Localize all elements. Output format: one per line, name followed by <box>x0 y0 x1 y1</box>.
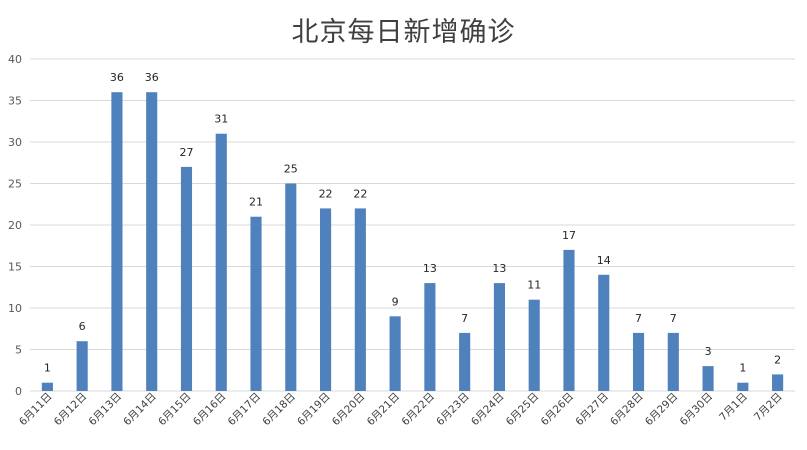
y-tick-label: 20 <box>8 219 22 232</box>
data-label: 9 <box>392 295 399 308</box>
bar <box>76 341 88 391</box>
bar <box>41 382 53 391</box>
bar <box>146 92 158 391</box>
data-label: 7 <box>635 312 642 325</box>
x-category-label: 6月25日 <box>504 391 542 429</box>
bar <box>459 332 471 391</box>
x-category-label: 6月27日 <box>573 391 611 429</box>
x-category-label: 6月17日 <box>226 391 264 429</box>
y-tick-label: 0 <box>15 385 22 398</box>
bar <box>250 216 262 391</box>
x-category-label: 6月30日 <box>678 391 716 429</box>
chart-title: 北京每日新增确诊 <box>291 17 516 48</box>
x-category-label: 6月16日 <box>191 391 229 429</box>
bar <box>424 283 436 391</box>
y-tick-label: 30 <box>8 136 22 149</box>
data-label: 22 <box>319 187 333 200</box>
x-category-label: 6月14日 <box>121 391 159 429</box>
data-label: 27 <box>179 146 193 159</box>
x-category-label: 6月13日 <box>87 391 125 429</box>
data-label: 1 <box>44 362 51 375</box>
data-label: 31 <box>214 113 228 126</box>
x-category-label: 6月11日 <box>17 391 55 429</box>
y-tick-label: 15 <box>8 261 22 274</box>
data-label: 6 <box>79 320 86 333</box>
x-category-label: 6月19日 <box>295 391 333 429</box>
data-label: 13 <box>423 262 437 275</box>
y-axis-ticks: 0 5 10 15 20 25 30 35 40 <box>8 53 22 398</box>
x-category-label: 6月26日 <box>539 391 577 429</box>
data-label: 7 <box>670 312 677 325</box>
data-label: 11 <box>527 279 541 292</box>
gridlines <box>30 58 795 392</box>
bar <box>563 249 575 391</box>
bar <box>667 332 679 391</box>
bar <box>632 332 645 391</box>
x-category-label: 7月2日 <box>752 391 785 424</box>
data-label: 22 <box>353 187 367 200</box>
data-label: 1 <box>739 362 746 375</box>
bar <box>215 133 227 391</box>
y-tick-label: 35 <box>8 95 22 108</box>
bar <box>702 366 714 391</box>
data-label: 2 <box>774 353 781 366</box>
data-label: 14 <box>597 254 611 267</box>
data-label: 21 <box>249 196 263 209</box>
data-label: 13 <box>492 262 506 275</box>
bar <box>493 283 505 391</box>
data-label: 25 <box>284 163 298 176</box>
y-tick-label: 40 <box>8 53 22 66</box>
x-category-label: 6月12日 <box>52 391 90 429</box>
x-category-label: 6月18日 <box>260 391 298 429</box>
data-label: 17 <box>562 229 576 242</box>
bar <box>772 374 784 391</box>
x-category-label: 6月29日 <box>643 391 681 429</box>
x-category-label: 6月24日 <box>469 391 507 429</box>
bar <box>737 382 749 391</box>
y-tick-label: 25 <box>8 178 22 191</box>
y-tick-label: 5 <box>15 344 22 357</box>
bar <box>285 183 297 391</box>
bar <box>528 299 540 391</box>
bar <box>354 208 366 391</box>
bar <box>320 208 332 391</box>
y-tick-label: 10 <box>8 302 22 315</box>
x-category-label: 6月28日 <box>608 391 646 429</box>
bar <box>111 92 123 391</box>
bar <box>598 274 610 391</box>
data-label: 3 <box>705 345 712 358</box>
x-category-label: 6月23日 <box>434 391 472 429</box>
x-category-label: 6月22日 <box>399 391 437 429</box>
bar <box>180 166 193 391</box>
x-category-label: 7月1日 <box>717 391 750 424</box>
x-axis-categories: 6月11日6月12日6月13日6月14日6月15日6月16日6月17日6月18日… <box>17 391 785 429</box>
data-label: 36 <box>145 71 159 84</box>
bar <box>389 316 401 391</box>
x-category-label: 6月21日 <box>365 391 403 429</box>
x-category-label: 6月15日 <box>156 391 194 429</box>
data-label: 36 <box>110 71 124 84</box>
bars <box>41 92 784 391</box>
x-category-label: 6月20日 <box>330 391 368 429</box>
data-label: 7 <box>461 312 468 325</box>
